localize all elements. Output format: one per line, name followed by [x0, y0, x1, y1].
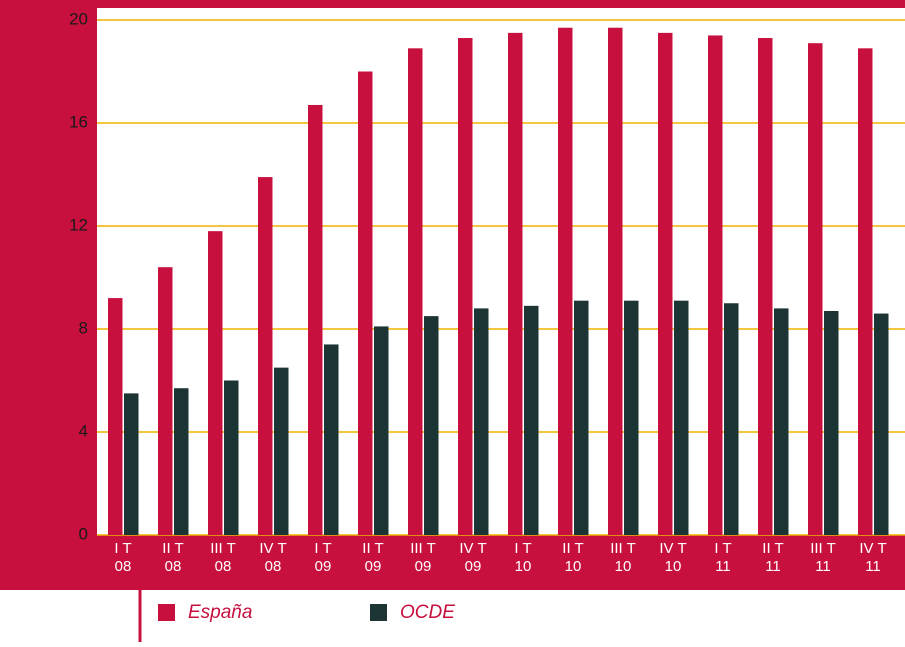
- bar: [474, 308, 489, 535]
- bar: [324, 344, 339, 535]
- x-tick-label: I T: [714, 540, 731, 557]
- x-tick-label: 08: [265, 558, 282, 575]
- y-tick-label: 16: [69, 112, 88, 131]
- y-tick-label: 4: [79, 421, 88, 440]
- bar: [758, 38, 773, 536]
- bar: [874, 313, 889, 535]
- bar: [174, 388, 189, 535]
- x-tick-label: II T: [162, 540, 183, 557]
- y-tick-label: 20: [69, 9, 88, 28]
- x-tick-label: 10: [665, 558, 682, 575]
- bar: [458, 38, 473, 536]
- bar: [508, 32, 523, 535]
- y-tick-label: 0: [79, 524, 88, 543]
- x-tick-label: I T: [314, 540, 331, 557]
- bar: [558, 27, 573, 535]
- bar: [224, 380, 239, 535]
- x-tick-label: IV T: [659, 540, 686, 557]
- bar: [774, 308, 789, 535]
- bar: [674, 300, 689, 535]
- x-tick-label: 09: [465, 558, 482, 575]
- y-tick-label: 8: [79, 318, 88, 337]
- x-tick-label: II T: [362, 540, 383, 557]
- x-tick-label: 11: [815, 558, 831, 575]
- x-tick-label: 10: [615, 558, 632, 575]
- bar: [124, 393, 139, 535]
- bar: [308, 104, 323, 535]
- x-tick-label: I T: [114, 540, 131, 557]
- bar: [808, 43, 823, 536]
- x-tick-label: 09: [415, 558, 432, 575]
- bar: [658, 32, 673, 535]
- x-tick-label: 09: [315, 558, 332, 575]
- legend-swatch: [158, 604, 175, 621]
- legend-swatch: [370, 604, 387, 621]
- bar: [108, 298, 123, 535]
- bar: [158, 267, 173, 535]
- bar: [608, 27, 623, 535]
- legend-label: España: [188, 602, 252, 623]
- x-tick-label: 08: [115, 558, 132, 575]
- x-tick-label: IV T: [259, 540, 286, 557]
- bar: [858, 48, 873, 535]
- x-tick-label: IV T: [859, 540, 886, 557]
- x-tick-label: 08: [165, 558, 182, 575]
- x-tick-label: II T: [562, 540, 583, 557]
- x-tick-label: 10: [565, 558, 582, 575]
- x-tick-label: 08: [215, 558, 232, 575]
- x-tick-label: I T: [514, 540, 531, 557]
- y-tick-label: 12: [69, 215, 88, 234]
- bar: [274, 367, 289, 535]
- bar: [258, 177, 273, 535]
- x-tick-label: III T: [610, 540, 636, 557]
- bar: [208, 231, 223, 535]
- x-tick-label: III T: [810, 540, 836, 557]
- bar: [408, 48, 423, 535]
- bar: [624, 300, 639, 535]
- x-tick-label: 11: [765, 558, 781, 575]
- bar: [358, 71, 373, 535]
- bar: [824, 310, 839, 535]
- bar: [424, 316, 439, 535]
- x-tick-label: 11: [715, 558, 731, 575]
- bar: [708, 35, 723, 535]
- bar: [574, 300, 589, 535]
- legend-label: OCDE: [400, 602, 455, 623]
- bar: [724, 303, 739, 535]
- x-tick-label: 10: [515, 558, 532, 575]
- bar: [374, 326, 389, 535]
- x-tick-label: 09: [365, 558, 382, 575]
- x-tick-label: III T: [210, 540, 236, 557]
- x-tick-label: III T: [410, 540, 436, 557]
- x-tick-label: IV T: [459, 540, 486, 557]
- x-tick-label: 11: [865, 558, 881, 575]
- bar: [524, 305, 539, 535]
- x-tick-label: II T: [762, 540, 783, 557]
